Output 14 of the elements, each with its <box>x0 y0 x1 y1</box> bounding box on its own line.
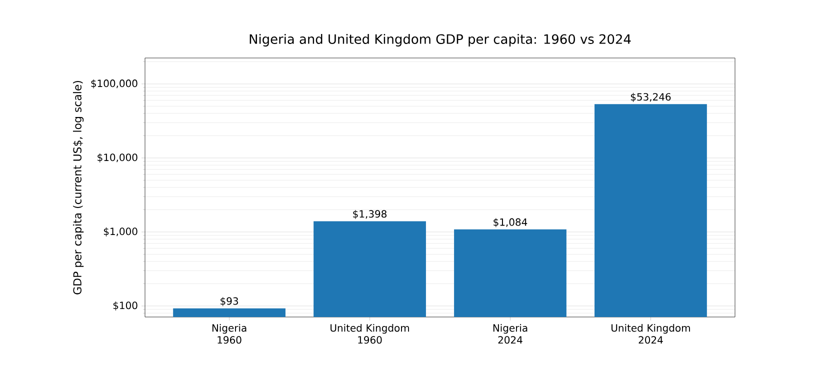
x-tick-label: United Kingdom 1960 <box>330 324 409 344</box>
y-tick-label: $1,000 <box>104 227 138 236</box>
x-tick-label: United Kingdom 2024 <box>612 324 690 344</box>
y-axis-title: GDP per capita (current US$, log scale) <box>72 81 84 294</box>
data-label: $53,246 <box>630 92 671 102</box>
y-tick-label: $100 <box>113 301 138 311</box>
y-tick-label: $100,000 <box>91 79 138 88</box>
data-label: $1,084 <box>494 218 528 228</box>
data-label: $1,398 <box>353 210 387 219</box>
x-tick-label: Nigeria 1960 <box>212 324 246 344</box>
x-tick-label: Nigeria 2024 <box>493 324 528 344</box>
chart-title: Nigeria and United Kingdom GDP per capita: 1960 vs 2024 <box>250 34 631 46</box>
y-tick-label: $10,000 <box>98 153 138 162</box>
data-label: $93 <box>220 297 238 306</box>
